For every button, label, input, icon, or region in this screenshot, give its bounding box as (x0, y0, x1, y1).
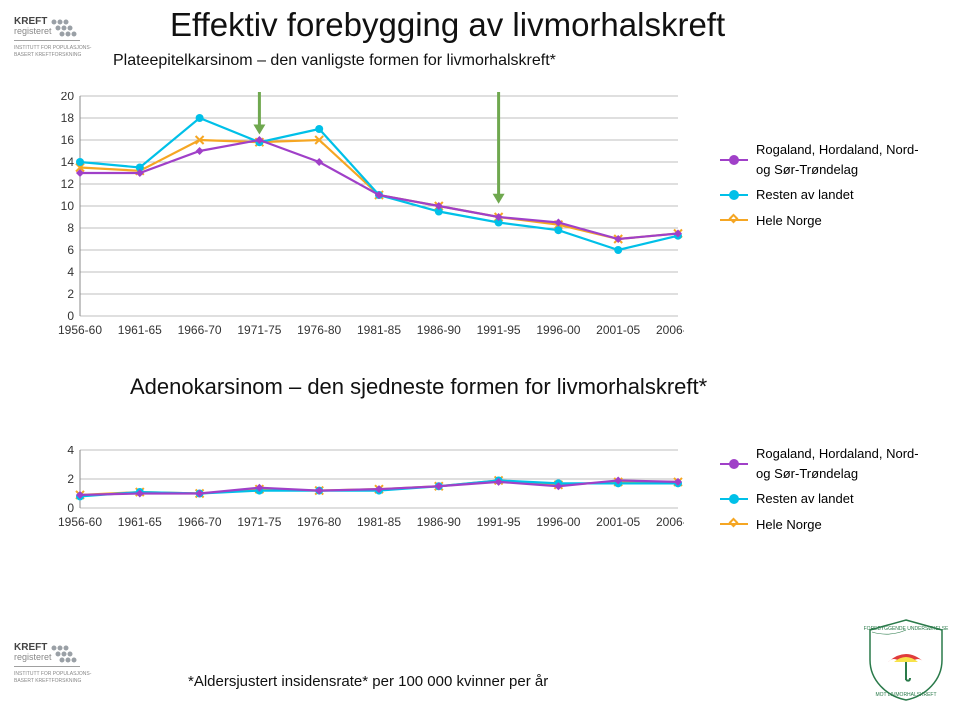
svg-text:1996-00: 1996-00 (536, 323, 580, 337)
svg-text:0: 0 (67, 501, 74, 515)
svg-text:1971-75: 1971-75 (237, 515, 281, 529)
svg-text:1986-90: 1986-90 (417, 323, 461, 337)
legend-item-rogaland: Rogaland, Hordaland, Nord- og Sør-Trønde… (720, 444, 930, 483)
svg-text:1966-70: 1966-70 (178, 323, 222, 337)
svg-text:MOT LIVMORHALSKREFT: MOT LIVMORHALSKREFT (875, 692, 936, 698)
footnote: *Aldersjustert insidensrate* per 100 000… (188, 673, 548, 690)
svg-text:1976-80: 1976-80 (297, 323, 341, 337)
legend-item-resten: Resten av landet (720, 185, 930, 205)
chart2-legend: Rogaland, Hordaland, Nord- og Sør-Trønde… (720, 444, 930, 540)
svg-text:6: 6 (67, 243, 74, 257)
svg-text:20: 20 (61, 92, 75, 103)
chart2-subtitle: Adenokarsinom – den sjedneste formen for… (130, 374, 707, 400)
svg-text:1991-95: 1991-95 (477, 323, 521, 337)
legend-item-resten: Resten av landet (720, 489, 930, 509)
svg-text:14: 14 (61, 155, 75, 169)
svg-text:1961-65: 1961-65 (118, 515, 162, 529)
svg-text:BASERT KREFTFORSKNING: BASERT KREFTFORSKNING (14, 52, 81, 58)
svg-text:2: 2 (67, 472, 74, 486)
page-title: Effektiv forebygging av livmorhalskreft (170, 6, 725, 44)
chart-adenokarsinom: 0 2 4 1956-60 1961-65 1966-70 1971-75 1976-80 19… (44, 446, 684, 536)
svg-text:1976-80: 1976-80 (297, 515, 341, 529)
svg-text:1981-85: 1981-85 (357, 323, 401, 337)
legend-label: Rogaland, Hordaland, Nord- og Sør-Trønde… (756, 444, 930, 483)
kreftregisteret-logo-bottom: KREFT registeret INSTITUTT FOR POPULASJO… (14, 634, 104, 700)
svg-text:BASERT KREFTFORSKNING: BASERT KREFTFORSKNING (14, 678, 81, 684)
svg-text:1996-00: 1996-00 (536, 515, 580, 529)
svg-text:INSTITUTT FOR POPULASJONS-: INSTITUTT FOR POPULASJONS- (14, 45, 92, 51)
svg-text:registeret: registeret (14, 652, 52, 662)
legend-label: Resten av landet (756, 489, 854, 509)
legend-item-rogaland: Rogaland, Hordaland, Nord- og Sør-Trønde… (720, 140, 930, 179)
svg-text:12: 12 (61, 177, 75, 191)
svg-text:2006-10: 2006-10 (656, 515, 684, 529)
svg-text:16: 16 (61, 133, 75, 147)
chart1-subtitle: Plateepitelkarsinom – den vanligste form… (113, 52, 556, 70)
chart1-legend: Rogaland, Hordaland, Nord- og Sør-Trønde… (720, 140, 930, 236)
svg-text:1966-70: 1966-70 (178, 515, 222, 529)
svg-text:1986-90: 1986-90 (417, 515, 461, 529)
svg-text:1971-75: 1971-75 (237, 323, 281, 337)
svg-text:4: 4 (67, 265, 74, 279)
svg-text:FOREBYGGENDE UNDERSØKELSE: FOREBYGGENDE UNDERSØKELSE (864, 626, 949, 632)
svg-text:1961-65: 1961-65 (118, 323, 162, 337)
svg-text:1981-85: 1981-85 (357, 515, 401, 529)
svg-text:1956-60: 1956-60 (58, 515, 102, 529)
svg-text:1991-95: 1991-95 (477, 515, 521, 529)
svg-text:0: 0 (67, 309, 74, 323)
svg-text:registeret: registeret (14, 26, 52, 36)
svg-text:2: 2 (67, 287, 74, 301)
legend-item-hele: Hele Norge (720, 211, 930, 231)
svg-text:10: 10 (61, 199, 75, 213)
chart-plateepitelkarsinom: 0 2 4 6 8 10 12 14 16 18 20 1956-60 1961-65 1966-70 19… (44, 92, 684, 344)
kreftregisteret-logo-top: KREFT registeret INSTITUTT FOR POPULASJO… (14, 8, 104, 74)
svg-text:2001-05: 2001-05 (596, 323, 640, 337)
svg-text:2001-05: 2001-05 (596, 515, 640, 529)
legend-label: Resten av landet (756, 185, 854, 205)
forebyggende-shield-logo: FOREBYGGENDE UNDERSØKELSE MOT LIVMORHALS… (862, 616, 950, 704)
svg-text:1956-60: 1956-60 (58, 323, 102, 337)
legend-label: Hele Norge (756, 211, 822, 231)
svg-text:4: 4 (67, 446, 74, 457)
legend-label: Rogaland, Hordaland, Nord- og Sør-Trønde… (756, 140, 930, 179)
svg-text:18: 18 (61, 111, 75, 125)
legend-label: Hele Norge (756, 515, 822, 535)
svg-text:INSTITUTT FOR POPULASJONS-: INSTITUTT FOR POPULASJONS- (14, 671, 92, 677)
svg-text:2006-10: 2006-10 (656, 323, 684, 337)
svg-text:8: 8 (67, 221, 74, 235)
legend-item-hele: Hele Norge (720, 515, 930, 535)
